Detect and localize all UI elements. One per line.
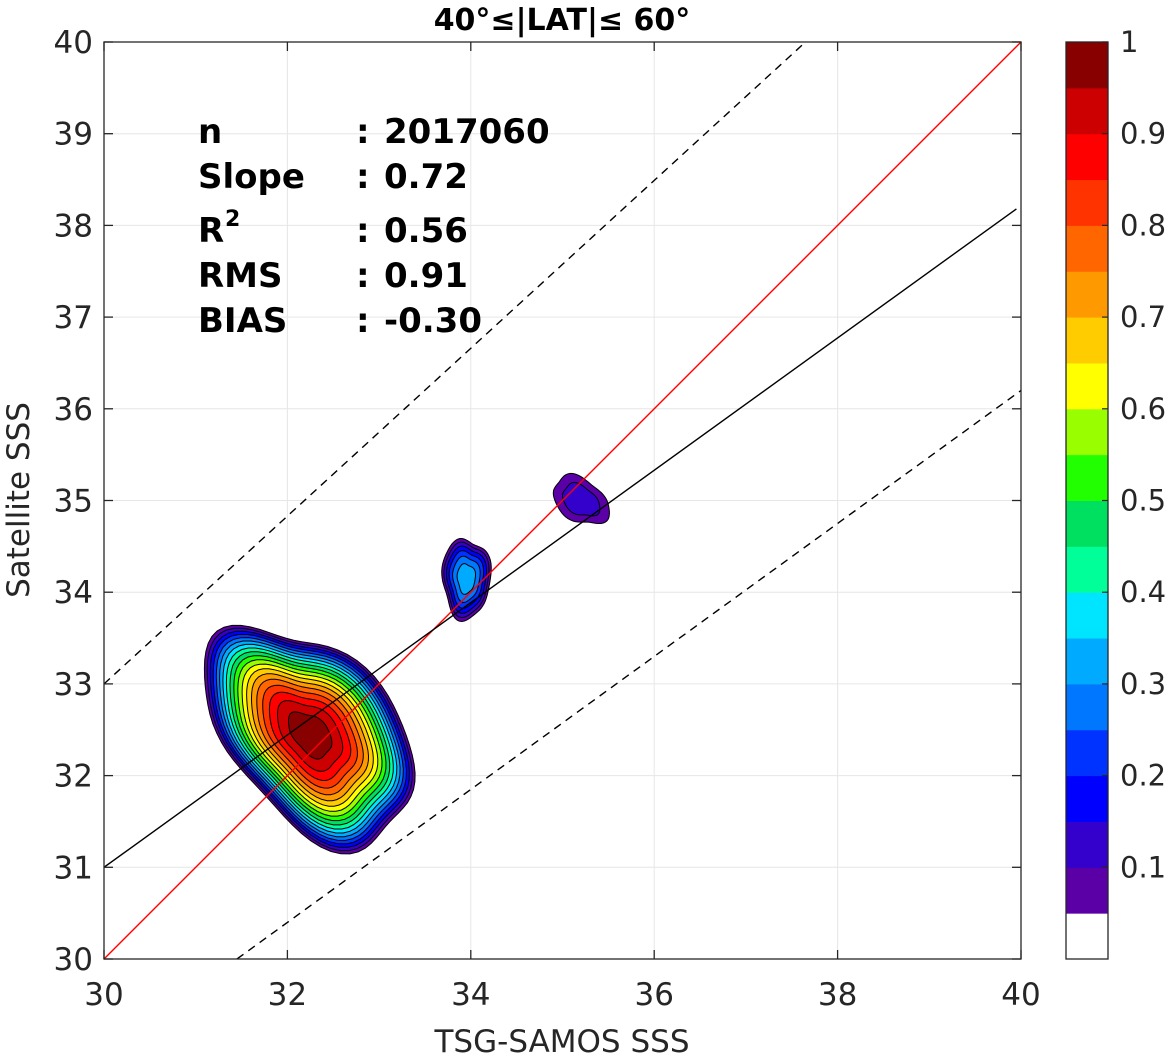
upper-bound-line bbox=[104, 42, 806, 685]
colorbar-segment bbox=[1066, 317, 1108, 364]
stat-label: BIAS bbox=[198, 301, 287, 341]
colorbar-tick-label: 0.1 bbox=[1120, 850, 1166, 884]
colorbar-tick-label: 0.3 bbox=[1120, 667, 1166, 701]
stat-separator: : bbox=[356, 112, 370, 152]
stat-separator: : bbox=[356, 157, 370, 197]
stat-value: 0.91 bbox=[384, 256, 468, 296]
stat-superscript: 2 bbox=[225, 207, 240, 232]
colorbar-tick-label: 0.4 bbox=[1120, 575, 1166, 609]
colorbar-tick-label: 0.8 bbox=[1120, 208, 1166, 242]
density-contours bbox=[203, 472, 610, 855]
chart-title: 40°≤|LAT|≤ 60° bbox=[434, 3, 691, 38]
x-tick-label: 34 bbox=[451, 977, 490, 1013]
y-tick-label: 37 bbox=[54, 300, 93, 336]
y-tick-label: 33 bbox=[54, 667, 93, 703]
stat-value: -0.30 bbox=[384, 301, 482, 341]
colorbar: 0.1 0.2 0.3 0.4 0.5 0.6 0.7 0.8 0.9 1 bbox=[1065, 25, 1166, 960]
x-tick-label: 32 bbox=[268, 977, 307, 1013]
colorbar-segment bbox=[1066, 271, 1108, 318]
stat-value: 2017060 bbox=[384, 112, 550, 152]
colorbar-segment bbox=[1066, 454, 1108, 501]
reference-lines bbox=[104, 42, 1021, 959]
colorbar-segment bbox=[1066, 500, 1108, 547]
y-tick-label: 35 bbox=[54, 484, 93, 520]
density-contour-level bbox=[456, 563, 476, 595]
y-axis: 30 31 32 33 34 35 36 37 38 39 40 bbox=[54, 25, 1021, 978]
colorbar-segment bbox=[1066, 546, 1108, 593]
one-to-one-line bbox=[104, 42, 1021, 959]
y-tick-label: 38 bbox=[54, 208, 93, 244]
y-tick-label: 31 bbox=[54, 850, 93, 886]
colorbar-segment bbox=[1066, 408, 1108, 456]
colorbar-segment bbox=[1066, 42, 1108, 89]
x-axis-label: TSG-SAMOS SSS bbox=[434, 1024, 690, 1055]
x-tick-label: 30 bbox=[84, 977, 123, 1013]
stat-label: RMS bbox=[198, 256, 283, 296]
stat-label: Slope bbox=[198, 157, 305, 197]
colorbar-tick-label: 0.7 bbox=[1120, 300, 1166, 334]
density-contour-level bbox=[288, 711, 333, 760]
y-axis-label: Satellite SSS bbox=[1, 402, 37, 598]
colorbar-segment bbox=[1066, 87, 1108, 135]
y-tick-label: 30 bbox=[54, 942, 93, 978]
colorbar-segment bbox=[1066, 683, 1108, 731]
colorbar-tick-label: 0.9 bbox=[1120, 117, 1166, 151]
x-axis: 30 32 34 36 38 40 bbox=[84, 42, 1041, 1013]
colorbar-segment bbox=[1066, 225, 1108, 272]
colorbar-tick-label: 0.5 bbox=[1120, 484, 1166, 518]
y-tick-label: 40 bbox=[54, 25, 93, 61]
colorbar-segment bbox=[1066, 592, 1108, 639]
x-tick-label: 40 bbox=[1001, 977, 1040, 1013]
stat-label: n bbox=[198, 112, 222, 152]
regression-line bbox=[104, 208, 1017, 868]
stat-separator: : bbox=[356, 301, 370, 341]
colorbar-segment bbox=[1066, 913, 1108, 960]
y-tick-label: 32 bbox=[54, 759, 93, 795]
stat-separator: : bbox=[356, 256, 370, 296]
colorbar-segment bbox=[1066, 729, 1108, 777]
stat-label: R bbox=[198, 211, 224, 251]
colorbar-segment bbox=[1066, 638, 1108, 685]
x-tick-label: 36 bbox=[634, 977, 673, 1013]
colorbar-segment bbox=[1066, 867, 1108, 914]
colorbar-segment bbox=[1066, 179, 1108, 226]
stat-value: 0.56 bbox=[384, 211, 468, 251]
colorbar-tick-label: 0.2 bbox=[1120, 759, 1166, 793]
colorbar-segment bbox=[1066, 362, 1108, 410]
stat-separator: : bbox=[356, 211, 370, 251]
x-tick-label: 38 bbox=[818, 977, 857, 1013]
colorbar-segment bbox=[1066, 775, 1108, 822]
y-tick-label: 39 bbox=[54, 117, 93, 153]
colorbar-segment bbox=[1066, 133, 1108, 181]
colorbar-segment bbox=[1066, 821, 1108, 868]
y-tick-label: 36 bbox=[54, 392, 93, 428]
lower-bound-line bbox=[236, 389, 1021, 959]
colorbar-tick-label: 0.6 bbox=[1120, 392, 1166, 426]
stat-value: 0.72 bbox=[384, 157, 468, 197]
colorbar-tick-label: 1 bbox=[1120, 25, 1138, 59]
y-tick-label: 34 bbox=[54, 575, 93, 611]
